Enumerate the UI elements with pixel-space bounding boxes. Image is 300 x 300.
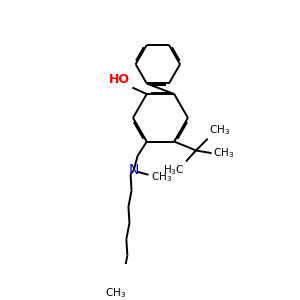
Text: CH$_3$: CH$_3$ [105,286,126,300]
Text: CH$_3$: CH$_3$ [209,124,230,137]
Text: CH$_3$: CH$_3$ [213,146,234,160]
Text: CH$_3$: CH$_3$ [151,170,172,184]
Text: N: N [129,164,140,177]
Text: HO: HO [109,73,130,86]
Text: H$_3$C: H$_3$C [163,164,184,177]
